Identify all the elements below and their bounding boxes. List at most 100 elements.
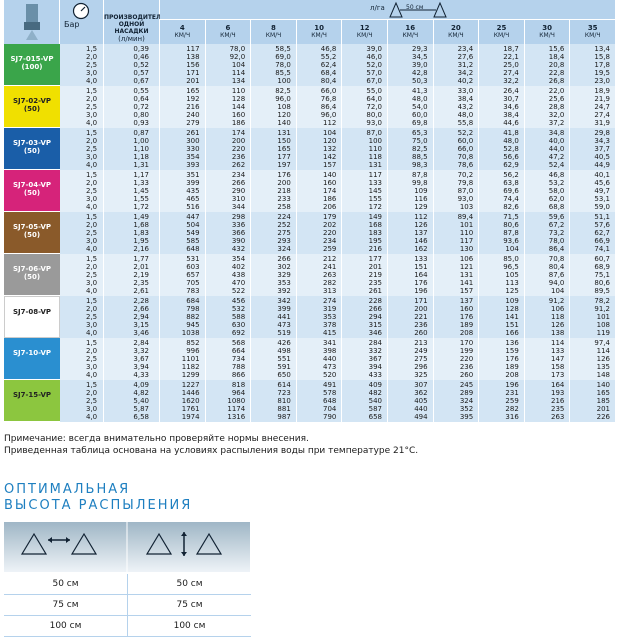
rate: 447 [186, 213, 200, 221]
flow: 0,93 [133, 119, 149, 127]
flow: 3,32 [133, 347, 149, 355]
rate-cell: 26,4 30,7 34,6 38,4 44,6 [479, 86, 525, 128]
pressure-cell: 1,5 2,0 2,5 3,0 4,0 [60, 380, 104, 422]
rate: 78,0 [548, 237, 565, 245]
rate: 112 [414, 213, 428, 221]
rate: 218 [277, 187, 291, 195]
rate: 249 [414, 347, 428, 355]
rate: 78,2 [594, 297, 610, 305]
rate: 399 [277, 305, 291, 313]
rate: 66,9 [594, 237, 610, 245]
rate: 216 [551, 397, 565, 405]
flow: 0,72 [133, 103, 149, 111]
pressure: 4,0 [86, 287, 98, 295]
flow-cell: 2,28 2,66 2,94 3,15 3,46 [104, 296, 160, 338]
nozzle-group: SJ7-04-VP (50) 1,5 2,0 2,5 3,0 4,0 1,17 1,33 1,45… [4, 170, 616, 212]
rate-cell: 82,5 96,0 108 120 140 [251, 86, 297, 128]
speed: 8 [271, 24, 276, 32]
rate: 302 [277, 263, 291, 271]
pressure-cell: 1,5 2,0 2,5 3,0 4,0 [60, 212, 104, 254]
rate-cell: 56,2 63,8 69,6 74,4 82,6 [479, 170, 525, 212]
rate: 362 [414, 389, 428, 397]
rate: 148 [596, 371, 610, 379]
rate: 70,8 [548, 255, 565, 263]
rate: 104 [323, 129, 337, 137]
rate: 258 [277, 203, 291, 211]
flow: 4,09 [133, 381, 149, 389]
nozzle-code: (50) [23, 189, 41, 197]
rate: 259 [323, 245, 337, 253]
pressure: 3,0 [86, 279, 98, 287]
rate: 140 [277, 119, 291, 127]
rate-cell: 234 266 290 310 344 [206, 170, 252, 212]
rate: 189 [505, 363, 519, 371]
rate: 783 [186, 287, 200, 295]
flow: 2,28 [133, 297, 149, 305]
rate: 37,7 [594, 145, 610, 153]
rate: 200 [277, 179, 291, 187]
rate-cell: 109 128 141 151 166 [479, 296, 525, 338]
rate-cell: 491 578 648 704 790 [297, 380, 343, 422]
rate: 341 [323, 339, 337, 347]
rate: 53,2 [548, 179, 565, 187]
rate: 236 [459, 363, 474, 371]
rate: 151 [505, 321, 519, 329]
rate: 144 [231, 103, 246, 111]
rate: 498 [277, 347, 291, 355]
rate: 236 [414, 321, 428, 329]
rate: 108 [596, 321, 610, 329]
rate: 235 [551, 405, 565, 413]
rate: 109 [414, 187, 428, 195]
nozzle-label: SJ7-05-VP (50) [4, 212, 60, 254]
flow: 2,19 [133, 271, 149, 279]
nozzle-group: SJ7-03-VP (50) 1,5 2,0 2,5 3,0 4,0 0,87 1,00 1,10… [4, 128, 616, 170]
rate: 353 [323, 313, 337, 321]
rate-cell: 284 332 367 394 433 [342, 338, 388, 380]
rate: 87,8 [503, 229, 519, 237]
rate: 85,5 [275, 69, 291, 77]
rate: 130 [459, 245, 474, 253]
rate: 46,8 [320, 45, 337, 53]
rate: 149 [368, 213, 382, 221]
rate: 13,4 [594, 45, 610, 53]
rate: 57,6 [594, 221, 610, 229]
rate: 1316 [227, 413, 246, 421]
rate: 648 [186, 245, 200, 253]
rate-cell: 447 504 549 585 648 [160, 212, 206, 254]
rate: 392 [277, 287, 291, 295]
rate: 313 [323, 287, 337, 295]
rate: 252 [277, 221, 291, 229]
flow: 2,84 [133, 339, 149, 347]
rate: 75,0 [412, 137, 428, 145]
spacing-icon [389, 1, 447, 18]
rate: 140 [323, 171, 337, 179]
rate: 614 [277, 381, 291, 389]
rate: 402 [231, 263, 246, 271]
pressure: 2,0 [86, 347, 98, 355]
rate: 164 [414, 271, 428, 279]
rate: 156 [186, 61, 200, 69]
rate: 220 [459, 355, 474, 363]
rate: 352 [459, 405, 474, 413]
rate: 157 [323, 161, 337, 169]
rate: 96,0 [275, 95, 291, 103]
rate: 440 [323, 355, 337, 363]
rate: 82,5 [412, 145, 428, 153]
rate-cell: 140 165 185 201 226 [570, 380, 616, 422]
rate: 63,8 [503, 179, 519, 187]
rate: 1620 [181, 397, 200, 405]
rate: 25,0 [503, 61, 519, 69]
rate: 15,6 [548, 45, 565, 53]
rate: 263 [551, 413, 565, 421]
rate: 332 [368, 347, 382, 355]
rate: 531 [186, 255, 200, 263]
rate: 473 [323, 363, 337, 371]
rate: 440 [414, 405, 428, 413]
rate: 705 [186, 279, 200, 287]
rate: 398 [323, 347, 337, 355]
rate: 41,3 [412, 87, 428, 95]
flow: 0,46 [133, 53, 149, 61]
pressure: 2,0 [86, 53, 98, 61]
rate: 186 [323, 195, 337, 203]
flow: 1,55 [133, 195, 149, 203]
